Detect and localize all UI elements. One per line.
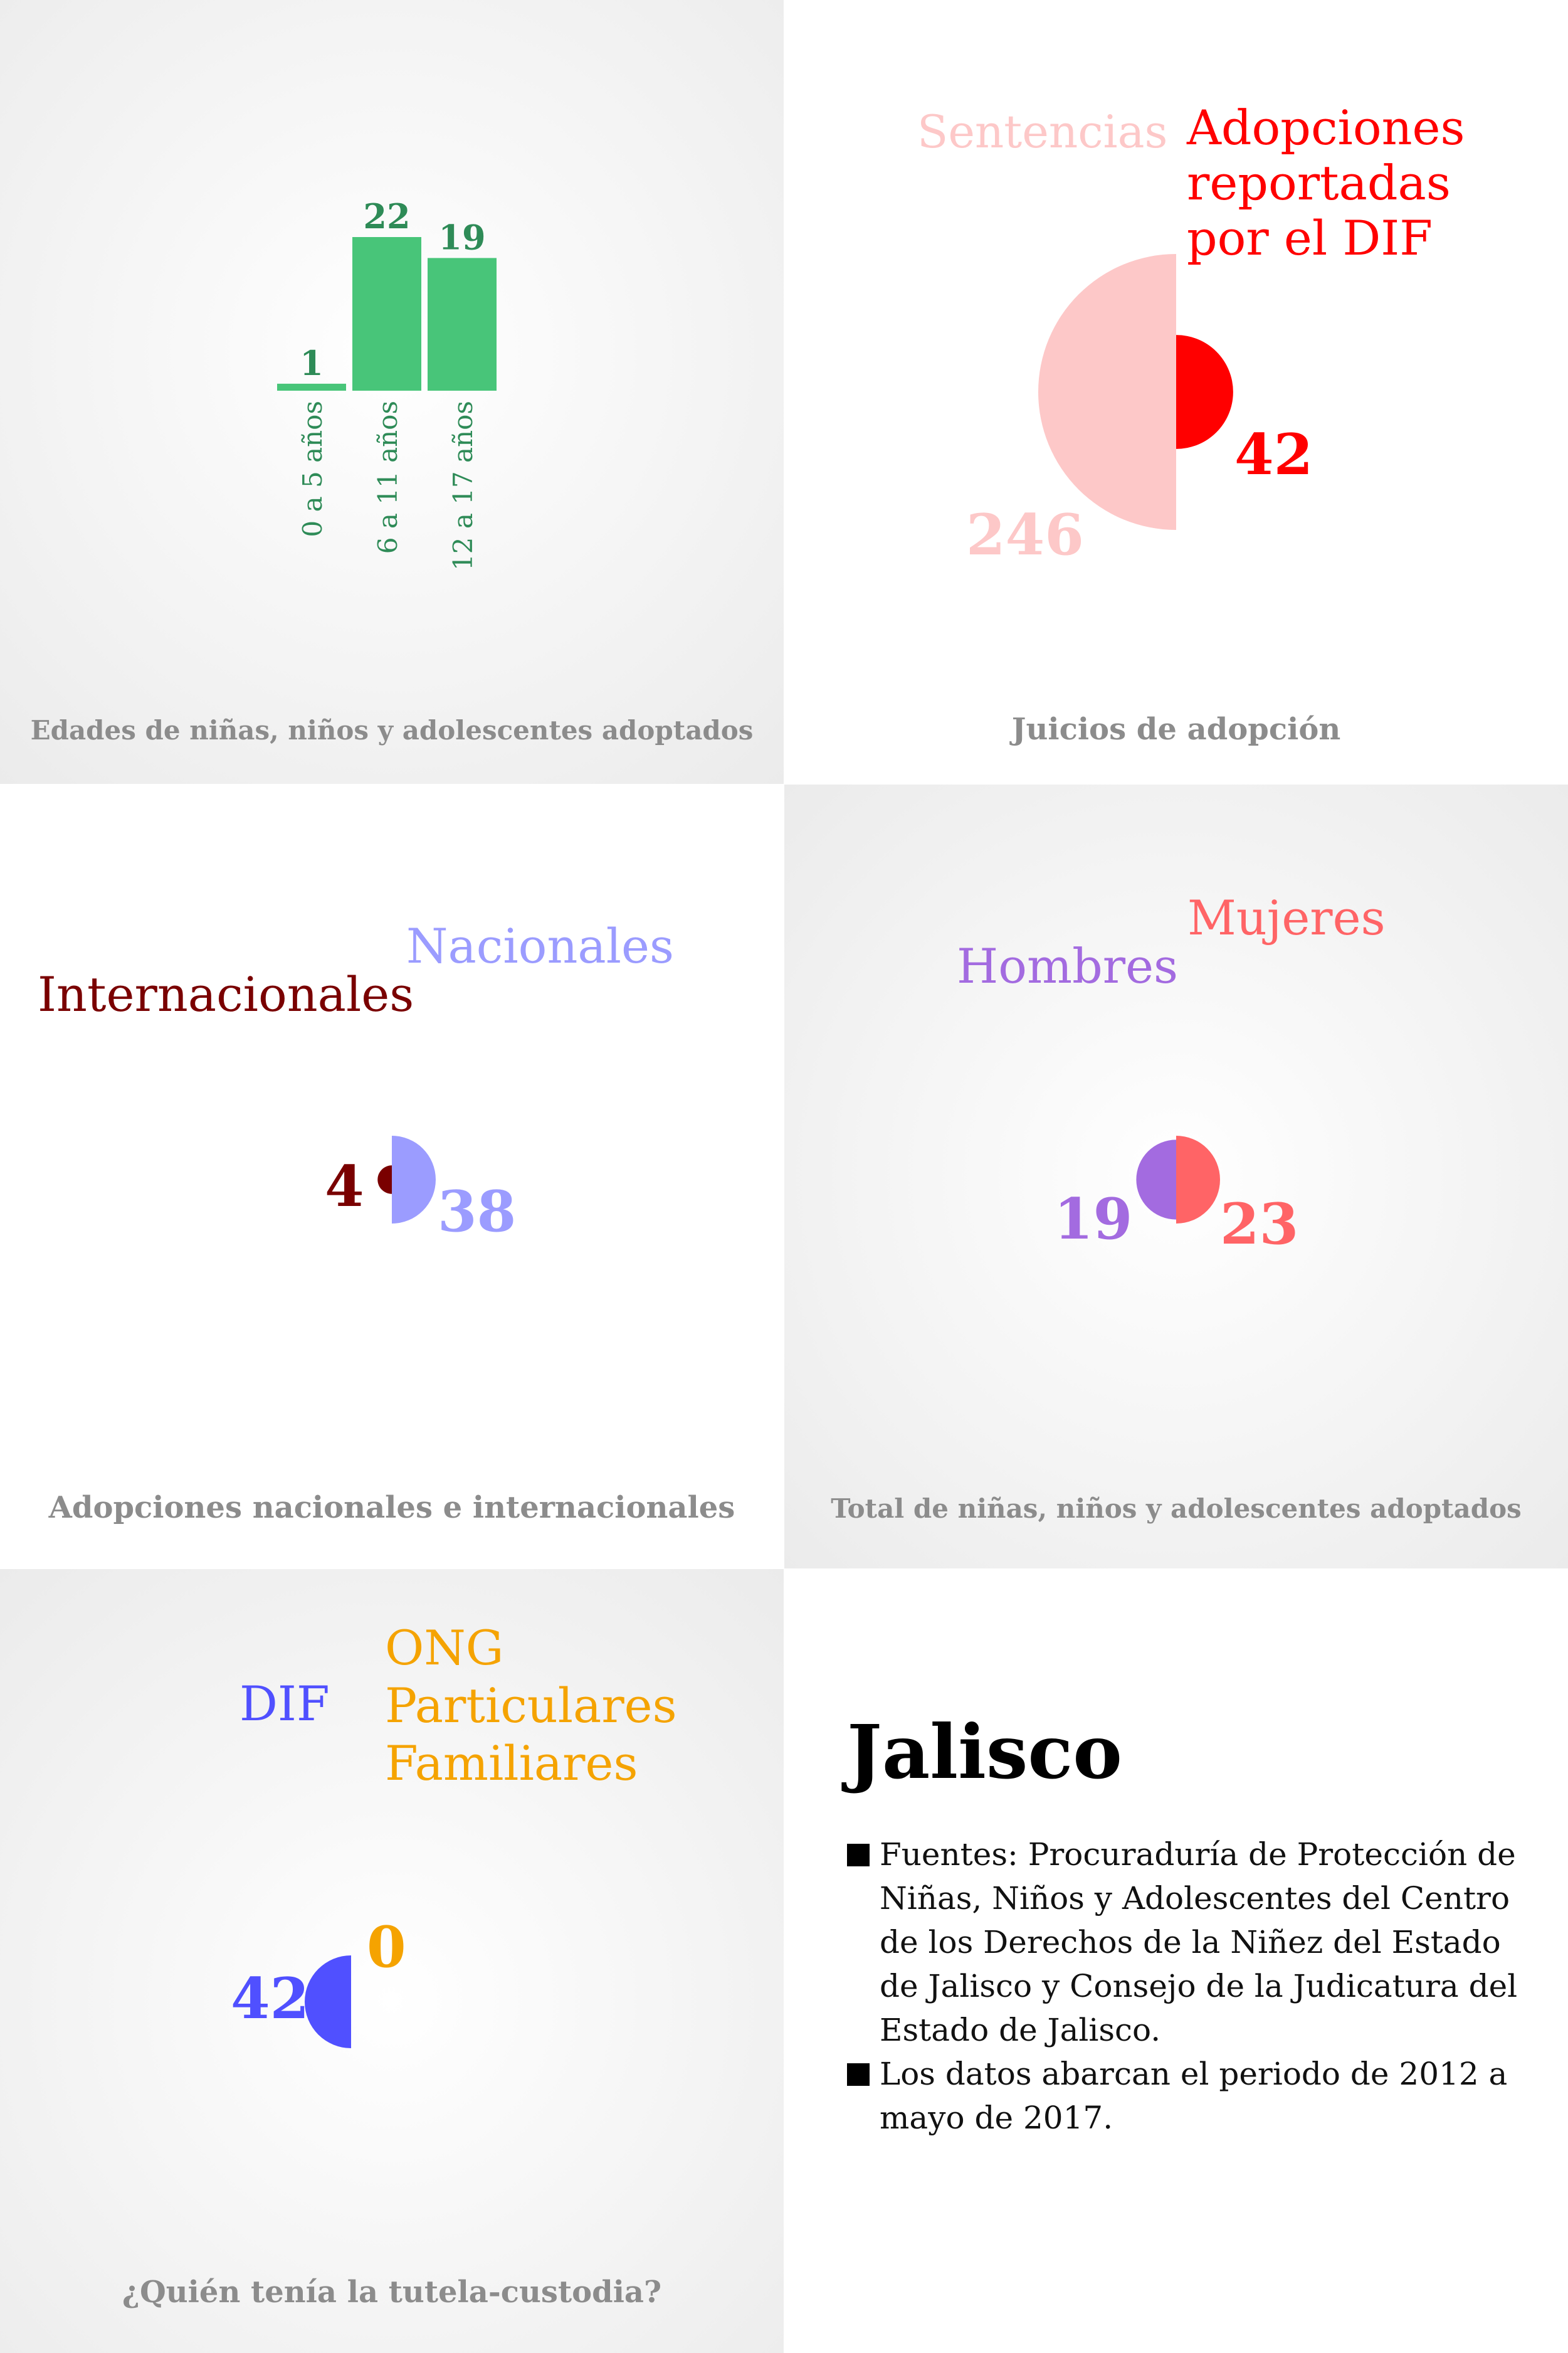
panel-nacionalidad: Internacionales Nacionales 4 38 Adopcion… <box>0 785 784 1568</box>
notes-list: Fuentes: Procuraduría de Protección de N… <box>847 1832 1537 2140</box>
age-bar-value-label: 22 <box>363 196 410 236</box>
dif-reported-label: Adopciones reportadas por el DIF <box>1187 100 1465 266</box>
juicios-title: Juicios de adopción <box>1011 712 1341 747</box>
internacionales-value: 4 <box>325 1153 364 1220</box>
internacionales-half-circle <box>377 1165 392 1194</box>
nacionalidad-title: Adopciones nacionales e internacionales <box>48 1490 735 1525</box>
age-category-label: 6 a 11 años <box>372 401 403 554</box>
dif-tutela-half-circle <box>305 1955 351 2048</box>
age-category-label: 12 a 17 años <box>448 401 478 571</box>
hombres-value: 19 <box>1054 1186 1133 1252</box>
juicios-chart <box>1038 254 1233 530</box>
square-bullet-icon <box>847 2063 870 2086</box>
age-category-label: 0 a 5 años <box>297 401 328 537</box>
note-item: Fuentes: Procuraduría de Protección de N… <box>847 1832 1537 2052</box>
mujeres-label: Mujeres <box>1187 890 1386 946</box>
dif-reported-label-line-3: por el DIF <box>1187 210 1433 266</box>
otros-tutela-value: 0 <box>367 1914 406 1980</box>
nacionales-half-circle <box>392 1136 436 1224</box>
nacionales-label: Nacionales <box>406 918 674 974</box>
state-title: Jalisco <box>847 1708 1122 1795</box>
panel-edades: 1 0 a 5 años 22 6 a 11 años 19 12 a 17 años E… <box>0 0 784 784</box>
ong-label: ONG <box>385 1620 504 1676</box>
panel-tutela: DIF ONG Particulares Familiares 42 0 ¿Qu… <box>0 1569 784 2353</box>
panel-sexo: Hombres Mujeres 19 23 Total de niñas, ni… <box>784 785 1568 1568</box>
familiares-label: Familiares <box>385 1735 638 1791</box>
sentencias-label: Sentencias <box>917 105 1168 158</box>
age-bar-value-label: 19 <box>438 217 485 257</box>
hombres-half-circle <box>1136 1139 1176 1220</box>
mujeres-value: 23 <box>1220 1191 1299 1257</box>
sexo-title: Total de niñas, niños y adolescentes ado… <box>831 1493 1522 1524</box>
age-bar <box>352 237 421 391</box>
internacionales-label: Internacionales <box>38 966 414 1022</box>
otros-tutela-label: ONG Particulares Familiares <box>385 1619 677 1792</box>
dif-half-circle <box>1176 335 1233 449</box>
edades-bar-chart: 1 0 a 5 años 22 6 a 11 años 19 12 a 17 años <box>277 196 497 571</box>
panel-juicios: Sentencias Adopciones reportadas por el … <box>784 0 1568 784</box>
age-bar <box>428 258 497 391</box>
dif-reported-value: 42 <box>1234 421 1313 488</box>
sentencias-half-circle <box>1038 254 1176 530</box>
dif-reported-label-line-2: reportadas <box>1187 155 1451 211</box>
dif-tutela-value: 42 <box>231 1965 310 2032</box>
edades-title: Edades de niñas, niños y adolescentes ad… <box>30 715 754 746</box>
dif-reported-label-line-1: Adopciones <box>1187 100 1465 156</box>
hombres-label: Hombres <box>957 938 1179 994</box>
note-text: Los datos abarcan el periodo de 2012 a m… <box>880 2056 1508 2136</box>
age-bar-value-label: 1 <box>300 343 324 383</box>
nacionalidad-chart <box>377 1136 436 1224</box>
sexo-chart <box>1136 1136 1220 1224</box>
note-text: Fuentes: Procuraduría de Protección de N… <box>880 1836 1518 2048</box>
note-item: Los datos abarcan el periodo de 2012 a m… <box>847 2052 1537 2140</box>
mujeres-half-circle <box>1176 1136 1220 1224</box>
dif-tutela-label: DIF <box>239 1676 330 1732</box>
panel-info: Jalisco Fuentes: Procuraduría de Protecc… <box>784 1569 1568 2353</box>
sentencias-value: 246 <box>966 502 1084 568</box>
tutela-chart <box>305 1955 351 2048</box>
square-bullet-icon <box>847 1844 870 1866</box>
nacionales-value: 38 <box>438 1178 517 1245</box>
tutela-title: ¿Quién tenía la tutela-custodia? <box>122 2275 662 2310</box>
age-bar <box>277 383 346 391</box>
particulares-label: Particulares <box>385 1678 677 1733</box>
